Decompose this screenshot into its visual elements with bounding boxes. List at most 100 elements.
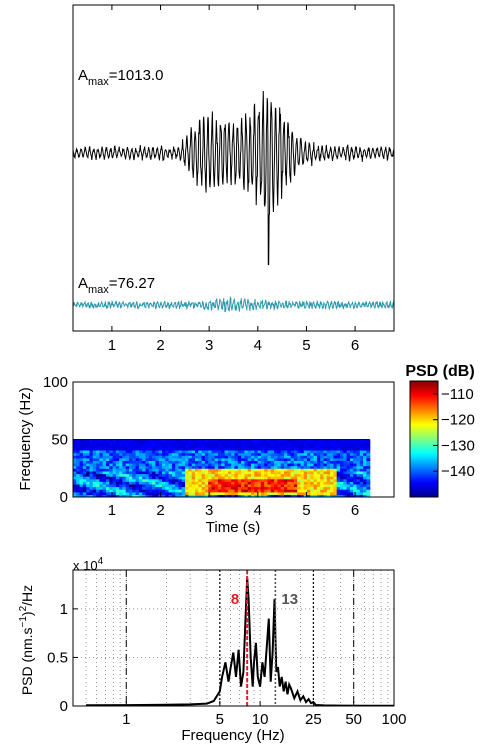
spectrogram-cell xyxy=(257,489,262,493)
spectrogram-cell xyxy=(293,460,298,464)
spectrogram-cell xyxy=(115,450,120,454)
spectrogram-cell xyxy=(129,476,133,480)
spectrogram-cell xyxy=(247,483,252,488)
spectrogram-cell xyxy=(247,457,252,461)
spectrogram-cell xyxy=(366,439,371,443)
spectrogram-cell xyxy=(340,481,344,485)
spectrogram-cell xyxy=(313,489,318,493)
spectrogram-cell xyxy=(320,460,325,464)
spectrogram-cell xyxy=(211,470,216,475)
spectrogram-cell xyxy=(158,483,163,488)
spectrogram-cell xyxy=(73,473,77,477)
spectrogram-cell xyxy=(106,494,110,497)
spectrogram-cell xyxy=(115,442,120,446)
spectrogram-cell xyxy=(260,483,265,488)
spectrogram-cell xyxy=(303,447,308,451)
spectrogram-cell xyxy=(102,455,107,459)
spectrogram-cell xyxy=(89,452,94,456)
spectrogram-cell xyxy=(287,457,292,461)
spectrogram-cell xyxy=(290,450,295,454)
spectrogram-cell xyxy=(303,486,308,490)
spectrogram-cell xyxy=(277,478,282,482)
spectrogram-cell xyxy=(201,483,206,488)
spectrogram-cell xyxy=(221,452,226,456)
spectrogram-cell xyxy=(241,491,245,495)
spectrogram-cell xyxy=(92,455,97,459)
spectrogram-cell xyxy=(86,494,91,497)
spectrogram-cell xyxy=(125,455,130,459)
spectrogram-cell xyxy=(333,452,338,456)
spectrogram-cell xyxy=(300,478,305,482)
spectrogram-cell xyxy=(303,457,308,461)
spectrogram-cell xyxy=(254,463,259,467)
spectrogram-cell xyxy=(231,483,236,488)
spectrogram-cell xyxy=(86,455,91,459)
spectrogram-cell xyxy=(300,473,305,477)
colorbar-tick-label: −130 xyxy=(441,437,475,454)
spectrogram-cell xyxy=(316,450,321,454)
spectrogram-cell xyxy=(251,457,255,461)
spectrogram-cell xyxy=(274,439,278,443)
spectrogram-cell xyxy=(349,442,354,446)
spectrogram-cell xyxy=(73,447,77,451)
spectrogram-cell xyxy=(330,486,334,490)
spectrogram-cell xyxy=(208,439,213,443)
spectrogram-cell xyxy=(353,486,358,490)
spectrogram-cell xyxy=(191,450,196,454)
spectrogram-cell xyxy=(244,444,249,448)
spectrogram-cell xyxy=(99,452,104,456)
spectrogram-cell xyxy=(132,447,137,451)
spectrogram-cell xyxy=(92,494,97,497)
spectrogram-cell xyxy=(82,465,87,469)
spectrogram-cell xyxy=(79,491,84,495)
spectrogram-cell xyxy=(287,468,292,472)
spectrogram-cell xyxy=(89,476,94,480)
spectrogram-cell xyxy=(359,483,364,488)
spectrogram-cell xyxy=(270,442,275,446)
spectrogram-cell xyxy=(353,478,358,482)
spectrogram-cell xyxy=(356,439,361,443)
spectrogram-cell xyxy=(125,465,130,469)
spectrogram-cell xyxy=(349,463,354,467)
spectrogram-cell xyxy=(267,447,272,451)
spectrogram-cell xyxy=(300,491,305,495)
spectrogram-cell xyxy=(171,468,176,472)
spectrogram-cell xyxy=(264,460,269,464)
spectrogram-cell xyxy=(73,465,77,469)
spectrogram-cell xyxy=(82,444,87,448)
spectrogram-cell xyxy=(340,457,344,461)
spectrogram-cell xyxy=(145,463,150,467)
spectrogram-cell xyxy=(336,486,341,490)
spectrogram-cell xyxy=(270,463,275,467)
spectrogram-cell xyxy=(96,468,100,472)
spectrogram-cell xyxy=(119,460,124,464)
spectrogram-cell xyxy=(224,489,229,493)
spectrogram-cell xyxy=(119,444,124,448)
spectrogram-cell xyxy=(152,450,156,454)
spectrogram-cell xyxy=(277,483,282,488)
spectrogram-cell xyxy=(270,468,275,472)
spectrogram-cell xyxy=(287,439,292,443)
spectrogram-cell xyxy=(92,478,97,482)
spectrogram-cell xyxy=(73,468,77,472)
spectrogram-cell xyxy=(211,463,216,467)
spectrogram-cell xyxy=(102,483,107,488)
spectrogram-cell xyxy=(287,463,292,467)
spectrogram-cell xyxy=(366,442,371,446)
spectrogram-cell xyxy=(310,468,315,472)
spectrogram-cell xyxy=(336,481,341,485)
spectrogram-cell xyxy=(102,465,107,469)
spectrogram-cell xyxy=(234,473,239,477)
amax-label-teal: Amax=76.27 xyxy=(78,275,155,296)
spectrogram-cell xyxy=(96,478,100,482)
spectrogram-cell xyxy=(366,465,371,469)
spectrogram-cell xyxy=(287,450,292,454)
spectrogram-cell xyxy=(115,491,120,495)
spectrogram-cell xyxy=(115,476,120,480)
spectrogram-cell xyxy=(214,473,219,477)
spectrogram-cell xyxy=(211,457,216,461)
spectrogram-cell xyxy=(135,452,140,456)
spectrogram-cell xyxy=(102,442,107,446)
spectrogram-cell xyxy=(204,455,209,459)
spectrogram-cell xyxy=(175,457,180,461)
